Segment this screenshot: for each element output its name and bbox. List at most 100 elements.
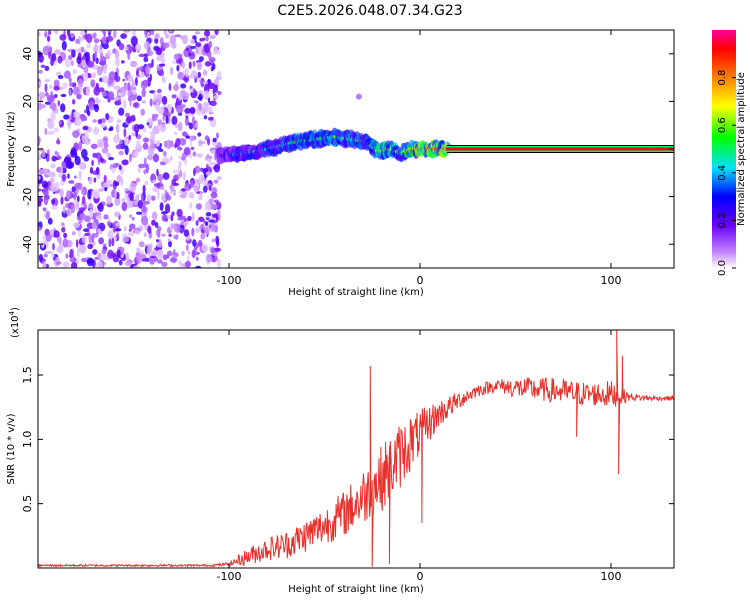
noise-blob	[129, 223, 136, 230]
noise-blob	[55, 181, 60, 191]
noise-blob	[217, 90, 222, 96]
noise-blob	[124, 261, 132, 267]
noise-blob	[141, 215, 149, 226]
noise-blob	[183, 217, 188, 222]
noise-blob	[114, 49, 120, 59]
noise-blob	[97, 204, 103, 209]
noise-blob	[108, 238, 112, 247]
noise-blob	[157, 173, 164, 182]
noise-blob	[136, 69, 139, 77]
snr-frame	[37, 329, 675, 569]
noise-blob	[162, 172, 170, 180]
noise-blob	[114, 85, 119, 90]
noise-blob	[204, 135, 209, 141]
noise-blob	[156, 124, 160, 129]
noise-blob	[81, 234, 87, 244]
noise-blob	[38, 102, 43, 111]
colorbar-tick-label: 0.8	[717, 70, 728, 86]
noise-blob	[145, 163, 149, 173]
noise-blob	[74, 155, 81, 166]
noise-blob	[210, 247, 216, 254]
noise-blob	[106, 179, 113, 185]
noise-blob	[198, 56, 204, 62]
noise-blob	[165, 192, 170, 200]
noise-blob	[212, 46, 219, 55]
noise-blob	[76, 216, 82, 221]
noise-blob	[47, 35, 51, 42]
noise-blob	[197, 61, 202, 70]
noise-blob	[167, 238, 171, 243]
noise-blob	[92, 170, 98, 176]
noise-blob	[200, 229, 205, 234]
noise-blob	[69, 249, 74, 259]
noise-blob	[127, 50, 131, 61]
noise-blob	[169, 155, 173, 162]
noise-blob	[94, 52, 97, 58]
noise-blob	[168, 240, 172, 248]
noise-blob	[71, 262, 78, 268]
noise-blob	[210, 203, 218, 210]
noise-blob	[141, 88, 146, 98]
snr-x-label: Height of straight line (km)	[288, 584, 424, 595]
noise-blob	[149, 143, 155, 150]
noise-blob	[96, 228, 102, 234]
noise-blob	[52, 242, 55, 251]
noise-blob	[95, 97, 99, 102]
noise-blob	[72, 190, 77, 201]
noise-blob	[76, 247, 80, 258]
noise-blob	[73, 86, 80, 96]
noise-blob	[158, 107, 165, 115]
colorbar-tick-label: 0.4	[717, 165, 728, 181]
noise-blob	[51, 155, 57, 162]
noise-blob	[210, 66, 214, 72]
noise-blob	[114, 228, 122, 232]
noise-blob	[158, 148, 164, 152]
noise-blob	[129, 192, 134, 202]
noise-blob	[38, 253, 44, 262]
noise-blob	[172, 60, 176, 64]
noise-blob	[195, 182, 199, 187]
noise-blob	[105, 113, 110, 120]
noise-blob	[98, 87, 105, 93]
noise-blob	[171, 178, 177, 186]
noise-blob	[107, 249, 114, 259]
snr-scale-note: (x104)	[8, 307, 21, 338]
noise-blob	[118, 150, 124, 156]
noise-blob	[198, 216, 205, 222]
noise-blob	[162, 114, 165, 122]
noise-blob	[56, 246, 64, 254]
noise-blob	[116, 174, 122, 183]
noise-blob	[162, 254, 168, 261]
noise-blob	[121, 201, 128, 212]
noise-blob	[189, 88, 194, 93]
noise-blob	[179, 138, 187, 146]
noise-blob	[197, 71, 201, 78]
noise-blob	[100, 254, 107, 261]
noise-blob	[71, 49, 76, 58]
noise-blob	[127, 74, 134, 82]
noise-blob	[84, 51, 90, 58]
noise-blob	[113, 134, 120, 144]
noise-blob	[203, 115, 208, 120]
noise-blob	[38, 54, 44, 63]
noise-blob	[135, 43, 142, 52]
noise-blob	[191, 212, 195, 222]
noise-blob	[68, 89, 72, 97]
noise-blob	[65, 58, 71, 68]
noise-blob	[118, 259, 123, 266]
colorbar: 0.0 0.2 0.4 0.6 0.8 Normalized spectral ampl…	[712, 30, 747, 276]
noise-blob	[123, 30, 131, 33]
noise-blob	[146, 122, 150, 126]
x-tick-label: 100	[600, 570, 621, 583]
noise-blob	[40, 64, 46, 69]
noise-blob	[123, 128, 127, 138]
noise-blob	[174, 34, 182, 38]
noise-blob	[38, 188, 42, 192]
noise-blob	[90, 79, 96, 88]
noise-blob	[51, 251, 55, 259]
noise-blob	[213, 199, 219, 204]
noise-blob	[38, 81, 42, 87]
noise-blob	[189, 202, 193, 210]
noise-blob	[114, 75, 121, 83]
noise-blob	[216, 70, 221, 78]
